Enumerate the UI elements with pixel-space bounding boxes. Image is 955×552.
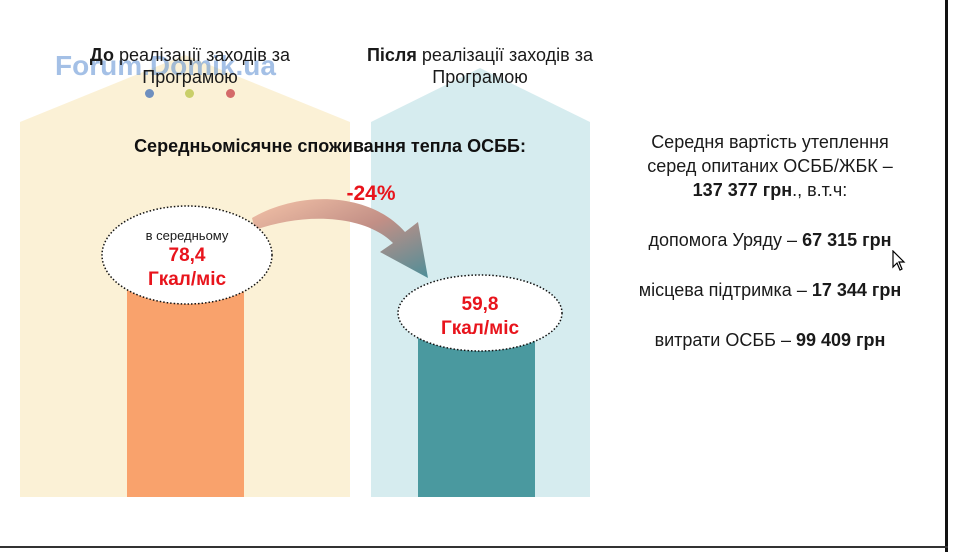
slide-border-bottom [0, 546, 948, 548]
bubble-before [101, 205, 273, 305]
unit-after: Гкал/міс [440, 318, 520, 339]
data-label-before: в середньому 78,4 Гкал/міс [112, 228, 262, 292]
info-line: серед опитаних ОСББ/ЖБК – [647, 156, 893, 176]
category-label-before: До реалізації заходів за Програмою [89, 45, 291, 87]
cost-info: Середня вартість утеплення серед опитани… [600, 130, 940, 352]
watermark-dot [185, 89, 194, 98]
info-item-government: допомога Уряду – 67 315 грн [648, 230, 892, 250]
data-label-after: 59,8 Гкал/міс [405, 293, 555, 341]
info-item-osbb: витрати ОСББ – 99 409 грн [654, 330, 886, 350]
unit-before: Гкал/міс [147, 269, 227, 290]
watermark-dot [145, 89, 154, 98]
change-arrow [252, 199, 428, 278]
watermark: Forum.Domik.ua [55, 50, 276, 81]
value-before: 78,4 [168, 245, 206, 266]
info-item-local: місцева підтримка – 17 344 грн [638, 280, 902, 300]
category-label-after: Після реалізації заходів за Програмою [366, 45, 593, 87]
change-label: -24% [346, 182, 396, 205]
chart-title: Середньомісячне споживання тепла ОСББ: [134, 136, 526, 156]
average-caption: в середньому [145, 228, 229, 243]
info-line: Середня вартість утеплення [651, 132, 889, 152]
bubble-after [397, 274, 563, 352]
info-total: 137 377 грн., в.т.ч: [692, 180, 848, 200]
value-after: 59,8 [461, 294, 499, 315]
slide-border-right [945, 0, 948, 552]
watermark-dot [226, 89, 235, 98]
mouse-pointer-icon [892, 250, 906, 271]
